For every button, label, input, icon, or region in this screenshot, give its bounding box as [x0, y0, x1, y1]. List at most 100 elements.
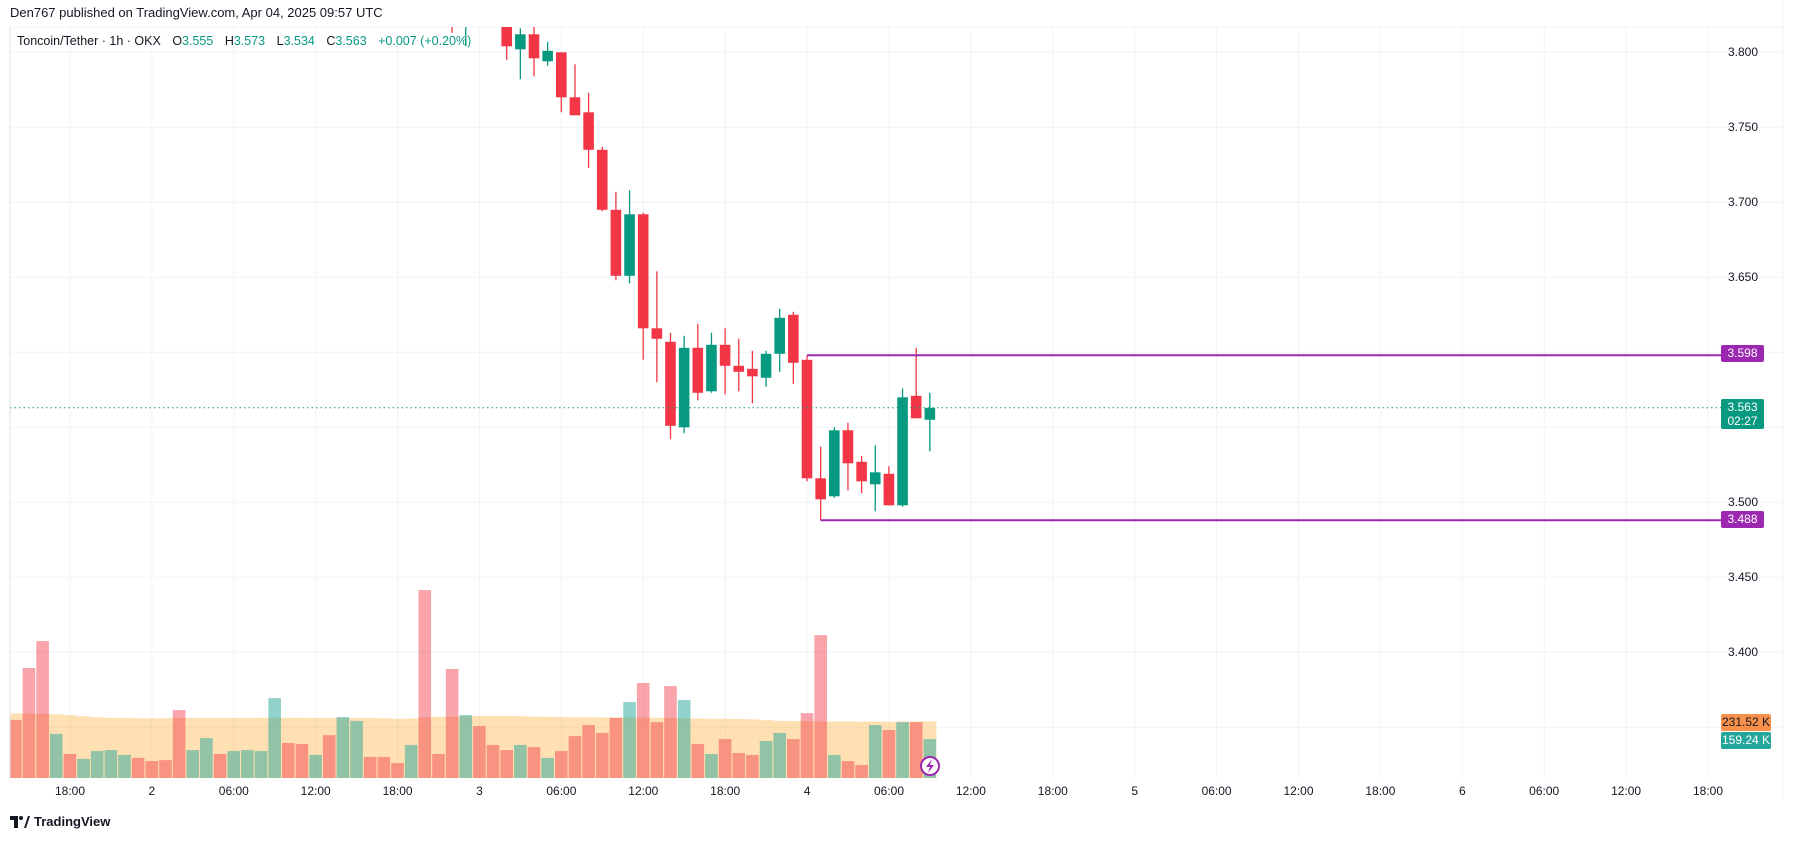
time-tick: 18:00 [1037, 784, 1068, 798]
time-tick: 06:00 [218, 784, 249, 798]
volume-bar [841, 761, 855, 778]
volume-bar [10, 719, 22, 778]
change-value: +0.007 (+0.20%) [378, 34, 472, 48]
candle-up [760, 350, 772, 387]
candle-body [624, 214, 635, 276]
time-tick: 18:00 [1692, 784, 1724, 798]
price-tick: 3.750 [1728, 120, 1759, 134]
volume-bar [295, 743, 309, 778]
price-tick: 3.400 [1728, 645, 1759, 659]
candles [447, 7, 936, 521]
volume-bar [350, 720, 363, 778]
volume-bar [268, 698, 281, 778]
volume-bar [882, 729, 896, 778]
candle-body [883, 473, 895, 506]
candle-up [542, 41, 553, 66]
volume-bar [254, 751, 268, 778]
candle-down [665, 332, 676, 440]
volume-bar [90, 751, 104, 778]
volume-bar [705, 753, 718, 778]
volume-bar [22, 667, 36, 778]
time-tick: 18:00 [54, 784, 86, 798]
time-tick: 06:00 [873, 784, 905, 798]
time-tick: 18:00 [1365, 784, 1396, 798]
high-value: 3.573 [233, 34, 266, 48]
volume-bar [131, 757, 145, 778]
candle-body [897, 397, 908, 506]
time-tick: 6 [1458, 784, 1466, 798]
volume-bar [404, 744, 418, 778]
volume-bar [377, 756, 391, 778]
volume-bar [500, 750, 513, 778]
price-tick: 3.500 [1728, 495, 1759, 509]
low-value: 3.534 [283, 34, 315, 48]
candle-body [637, 214, 649, 329]
candle-body [815, 478, 826, 500]
candle-body [856, 461, 867, 482]
last-price-tag: 3.563 02:27 [1721, 399, 1764, 429]
candle-down [501, 27, 512, 60]
price-tick: 3.650 [1728, 270, 1759, 284]
volume-bar [391, 763, 404, 778]
volume-bar [63, 753, 77, 778]
candle-down [651, 271, 663, 383]
volume-bar [855, 765, 868, 778]
volume-bar [213, 753, 227, 778]
candle-down [719, 328, 731, 395]
tradingview-logo[interactable]: TradingView [10, 814, 110, 829]
candle-body [556, 52, 567, 98]
volume-bar [650, 722, 664, 778]
time-tick: 5 [1131, 784, 1139, 798]
volume-bar [432, 753, 445, 778]
lightning-icon[interactable] [920, 756, 940, 776]
candle-body [678, 347, 690, 428]
volume-bar [227, 751, 240, 778]
volume-bar [896, 722, 909, 778]
volume-bar [787, 739, 800, 778]
bar-countdown: 02:27 [1727, 414, 1758, 428]
candle-body [747, 368, 758, 377]
time-tick: 3 [476, 784, 483, 798]
volume-bar [868, 725, 882, 778]
time-tick: 18:00 [710, 784, 741, 798]
candle-down [842, 422, 854, 491]
brand-name: TradingView [34, 814, 111, 829]
volume-tag: 159.24 K [1721, 732, 1771, 749]
volume-bar [664, 686, 677, 778]
candle-down [733, 338, 745, 392]
candle-up [706, 332, 717, 393]
volume-bar [77, 758, 90, 778]
volume-bar [445, 668, 459, 778]
open-label: O [172, 34, 183, 48]
level-lines [10, 354, 1721, 522]
volume-bar [909, 722, 923, 778]
price-tick: 3.450 [1728, 570, 1759, 584]
symbol-name[interactable]: Toncoin/Tether · 1h · OKX [17, 34, 161, 48]
candle-up [515, 28, 526, 80]
candle-down [692, 323, 704, 401]
volume-bar [814, 635, 827, 778]
time-tick: 12:00 [1283, 784, 1314, 798]
volume-bar [186, 750, 200, 778]
volume-bar [582, 725, 595, 778]
candle-body [706, 344, 717, 392]
volume-bar [282, 742, 295, 778]
candle-down [883, 466, 895, 506]
candle-body [528, 34, 540, 59]
candle-down [610, 191, 622, 281]
volume-bar [636, 682, 650, 778]
support-price-tag: 3.488 [1721, 511, 1764, 528]
candle-down [528, 27, 540, 77]
time-tick: 12:00 [955, 784, 986, 798]
candle-body [842, 430, 854, 464]
close-value: 3.563 [335, 34, 367, 48]
candle-body [460, 7, 471, 22]
candle-body [760, 353, 772, 378]
candle-body [924, 407, 936, 420]
low-label: L [276, 34, 284, 48]
volume-bar [514, 744, 527, 778]
time-tick: 06:00 [546, 784, 577, 798]
candle-body [869, 472, 881, 485]
candle-body [447, 7, 458, 19]
